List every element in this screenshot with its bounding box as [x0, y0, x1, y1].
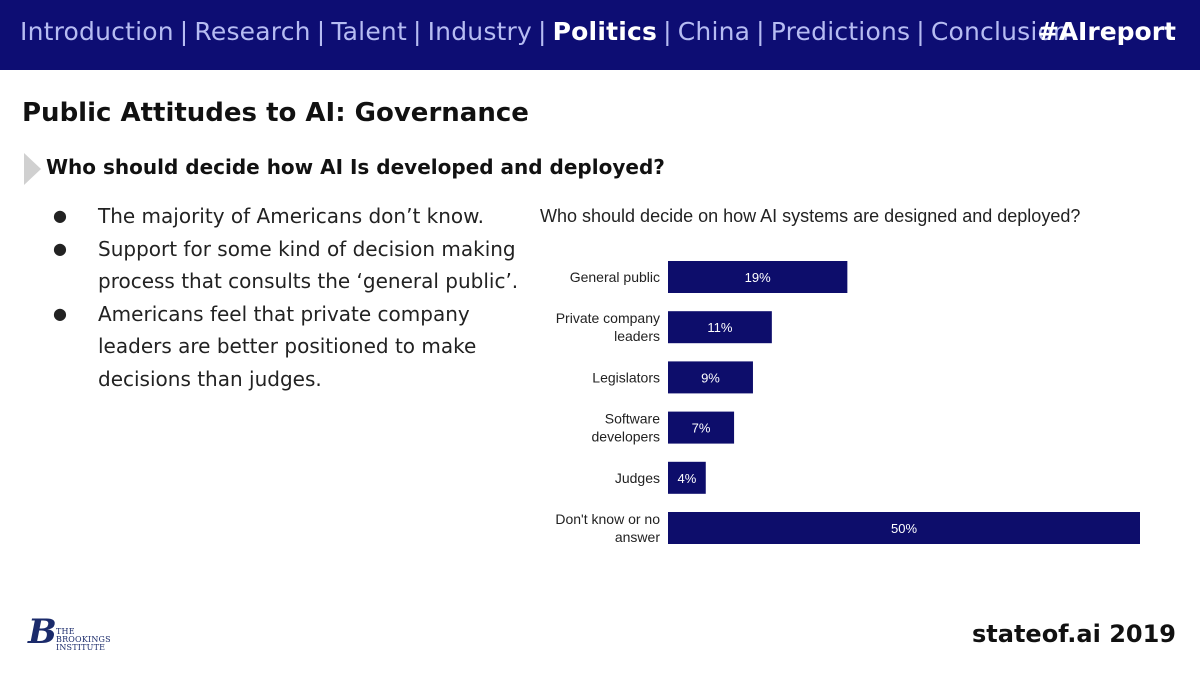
nav-separator: | [756, 17, 765, 46]
nav-separator: | [663, 17, 672, 46]
chart-title: Who should decide on how AI systems are … [540, 206, 1081, 226]
bar [668, 261, 848, 293]
bullet-item: Support for some kind of decision making… [52, 233, 527, 298]
nav-separator: | [916, 17, 925, 46]
logo-text-line: INSTITUTE [56, 643, 106, 652]
logo-text-line: THE [56, 627, 75, 636]
nav-item-industry[interactable]: Industry [427, 17, 533, 46]
nav-item-politics[interactable]: Politics [552, 17, 658, 46]
nav-item-research[interactable]: Research [194, 17, 311, 46]
nav-separator: | [179, 17, 189, 46]
slide-title: Public Attitudes to AI: Governance [22, 98, 529, 128]
category-label: Don't know or no [555, 511, 660, 527]
category-label: Legislators [592, 369, 660, 385]
brand-footer: stateof.ai 2019 [971, 620, 1176, 648]
nav-item-predictions[interactable]: Predictions [770, 17, 911, 46]
brookings-logo-text: THE BROOKINGS INSTITUTE [56, 628, 111, 652]
bar-value-label: 9% [701, 370, 720, 385]
bar-value-label: 50% [891, 521, 917, 536]
logo-text-line: BROOKINGS [56, 635, 111, 644]
nav-item-conclusion[interactable]: Conclusion [930, 17, 1070, 46]
nav-separator: | [316, 17, 326, 46]
nav-item-china[interactable]: China [677, 17, 751, 46]
category-label: answer [615, 529, 660, 545]
category-label: Software [605, 411, 660, 427]
top-navigation-bar: Introduction | Research | Talent | Industry | Po… [0, 0, 1200, 70]
subtitle-arrow-icon [24, 153, 41, 185]
bullet-item: The majority of Americans don’t know. [52, 200, 527, 233]
bar [668, 311, 772, 344]
nav-item-talent[interactable]: Talent [331, 17, 407, 46]
brookings-logo: B THE BROOKINGS INSTITUTE [26, 612, 136, 656]
bar [668, 461, 706, 494]
nav-separator: | [412, 17, 422, 46]
bar-value-label: 7% [692, 421, 711, 436]
category-label: leaders [614, 328, 660, 344]
bullet-item: Americans feel that private company lead… [52, 298, 527, 396]
bar [668, 361, 753, 394]
bar-value-label: 19% [745, 270, 771, 285]
category-label: developers [592, 429, 661, 445]
bar-chart: 19% General public 11% Private company leade… [555, 261, 1140, 545]
slide-subtitle: Who should decide how AI Is developed an… [46, 155, 665, 179]
category-label: Private company [556, 310, 660, 326]
category-label: General public [570, 269, 660, 285]
bullet-list: The majority of Americans don’t know. Su… [52, 200, 527, 395]
category-label: Judges [615, 470, 660, 486]
bar [668, 512, 1140, 544]
nav-item-introduction[interactable]: Introduction [20, 17, 174, 46]
section-nav: Introduction | Research | Talent | Industry | Po… [20, 17, 1069, 46]
hashtag-label: #AIreport [1037, 17, 1176, 46]
brookings-logo-mark: B [28, 612, 57, 652]
bar-value-label: 11% [707, 320, 732, 335]
bar [668, 411, 735, 444]
nav-separator: | [538, 17, 547, 46]
bar-value-label: 4% [677, 471, 696, 486]
